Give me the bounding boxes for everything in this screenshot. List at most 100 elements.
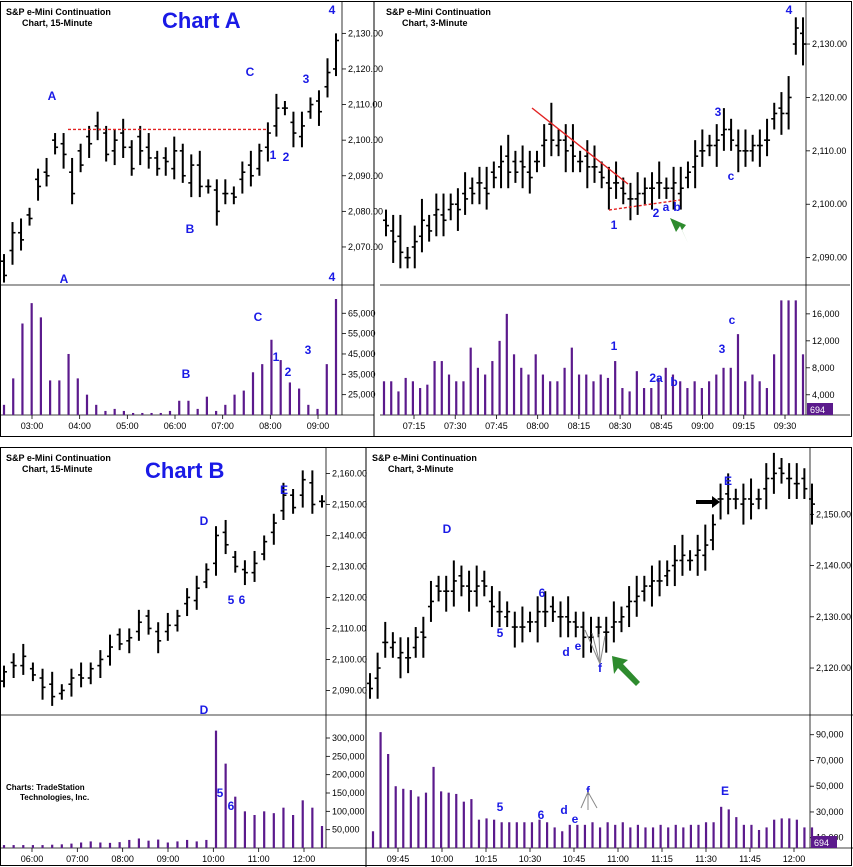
annotation-label: 3 [303,72,310,86]
volume-tick-label: 25,000 [348,390,376,400]
annotation-label: D [443,522,452,536]
volume-tick-label: 16,000 [812,309,840,319]
price-tick-label: 2,150.00 [332,499,367,509]
time-tick-label: 12:00 [783,854,806,864]
volume-tick-label: 4,000 [812,390,835,400]
price-tick-label: 2,110.00 [812,146,846,156]
annotation-label: 3 [715,105,722,119]
annotation-label: 2a [649,371,663,385]
pointer-line [587,791,598,809]
price-tick-label: 2,160.00 [332,468,367,478]
credit-line1: Charts: TradeStation [6,783,85,792]
time-tick-label: 09:30 [774,421,797,431]
price-tick-label: 2,090.00 [332,685,367,695]
annotation-label: 6 [538,808,545,822]
time-tick-label: 09:00 [157,854,180,864]
price-tick-label: 2,100.00 [332,654,367,664]
time-tick-label: 11:15 [651,854,673,864]
time-tick-label: 07:30 [444,421,467,431]
count-badge: 694 [814,838,829,848]
volume-tick-label: 45,000 [348,349,376,359]
time-tick-label: 07:00 [66,854,89,864]
green-arrow-icon [612,656,640,686]
green-arrow-icon [670,218,688,243]
count-badge-bg [811,836,837,848]
time-tick-label: 10:00 [202,854,225,864]
annotation-label: B [182,367,191,381]
pointer-line [598,633,601,665]
volume-bars [2,299,338,415]
volume-tick-label: 8,000 [812,363,835,373]
annotation-label: C [246,65,255,79]
price-tick-label: 2,120.00 [816,663,851,673]
volume-tick-label: 100,000 [332,806,365,816]
annotation-label: 6 [239,593,246,607]
price-bars [1,470,325,706]
volume-tick-label: 90,000 [816,730,844,740]
annotation-label: B [186,222,195,236]
volume-tick-label: 150,000 [332,788,365,798]
annotation-label: a [663,200,670,214]
annotation-label: 5 [217,786,224,800]
annotation-label: C [254,310,263,324]
bottom-frame [0,447,852,866]
annotation-label: d [562,645,569,659]
price-tick-label: 2,110.00 [348,100,382,110]
price-tick-label: 2,120.00 [348,64,383,74]
time-tick-label: 08:30 [609,421,632,431]
time-tick-label: 06:00 [164,421,187,431]
chart-big-title: Chart A [162,8,241,33]
volume-tick-label: 30,000 [816,807,844,817]
time-tick-label: 09:45 [387,854,410,864]
chart-title-line1: S&P e-Mini Continuation [372,453,477,463]
annotation-label: 1 [273,350,280,364]
annotation-label: b [673,200,680,214]
annotation-label: 6 [539,586,546,600]
annotation-label: A [60,272,69,286]
annotation-label: E [724,474,732,488]
annotation-label: D [200,514,209,528]
volume-bars [2,730,324,848]
price-bars [1,33,339,283]
price-tick-label: 2,140.00 [332,530,367,540]
time-tick-label: 11:45 [739,854,761,864]
annotation-label: 4 [329,270,336,284]
time-tick-label: 07:00 [211,421,234,431]
annotation-label: 1 [611,218,618,232]
count-badge-bg [807,403,833,415]
volume-tick-label: 65,000 [348,308,376,318]
trendline-down [531,107,629,185]
time-tick-label: 05:00 [116,421,139,431]
price-bars [383,17,806,269]
time-tick-label: 04:00 [68,421,91,431]
annotation-label: 5 [228,593,235,607]
annotation-label: 5 [497,626,504,640]
annotation-label: e [572,812,579,826]
pointer-line [584,629,601,665]
time-tick-label: 06:00 [21,854,44,864]
volume-tick-label: 55,000 [348,329,376,339]
price-tick-label: 2,080.00 [348,206,383,216]
credit-line2: Technologies, Inc. [20,793,89,802]
time-tick-label: 09:15 [733,421,756,431]
price-tick-label: 2,100.00 [348,135,383,145]
time-tick-label: 10:15 [475,854,498,864]
volume-tick-label: 300,000 [332,733,365,743]
annotation-label: 1 [270,148,277,162]
volume-tick-label: 70,000 [816,755,844,765]
chart-title-line2: Chart, 3-Minute [388,464,454,474]
support-line [608,199,681,211]
price-tick-label: 2,090.00 [812,253,847,263]
price-tick-label: 2,150.00 [816,509,851,519]
time-tick-label: 10:30 [519,854,542,864]
annotation-label: 1 [611,339,618,353]
volume-tick-label: 35,000 [348,369,376,379]
annotation-label: f [586,784,591,798]
chart-big-title: Chart B [145,458,224,483]
price-tick-label: 2,130.00 [332,561,367,571]
annotation-label: b [670,375,677,389]
price-tick-label: 2,130.00 [812,39,847,49]
pointer-line [591,632,601,665]
pointer-line [599,635,606,665]
